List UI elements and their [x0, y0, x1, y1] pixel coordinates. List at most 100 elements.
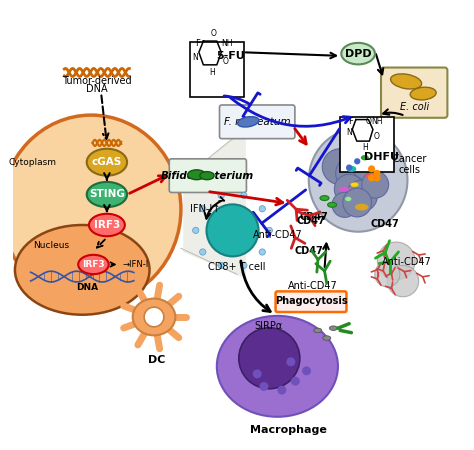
Text: Nucleus: Nucleus: [33, 241, 69, 250]
Text: N: N: [346, 128, 352, 137]
Text: F: F: [348, 117, 353, 126]
Circle shape: [207, 204, 258, 256]
Ellipse shape: [355, 204, 368, 211]
Circle shape: [377, 242, 415, 280]
Text: NH: NH: [221, 39, 232, 48]
Circle shape: [291, 377, 300, 386]
Text: IFN-I↑: IFN-I↑: [191, 204, 221, 214]
Circle shape: [286, 357, 295, 366]
Text: IRF3: IRF3: [82, 260, 105, 269]
Circle shape: [336, 156, 370, 190]
Ellipse shape: [87, 182, 127, 207]
FancyBboxPatch shape: [381, 68, 447, 118]
FancyBboxPatch shape: [190, 42, 244, 97]
Circle shape: [259, 249, 265, 255]
Text: CD8+ T cell: CD8+ T cell: [208, 262, 266, 272]
Circle shape: [374, 174, 381, 181]
Text: cGAS: cGAS: [92, 157, 122, 167]
Circle shape: [368, 165, 375, 172]
Circle shape: [375, 262, 400, 287]
Circle shape: [346, 164, 352, 171]
Text: H: H: [210, 68, 215, 76]
Circle shape: [368, 174, 375, 181]
Circle shape: [302, 366, 311, 375]
Text: NH: NH: [372, 117, 383, 126]
Ellipse shape: [15, 225, 149, 315]
Circle shape: [354, 158, 360, 164]
Circle shape: [241, 262, 247, 269]
Circle shape: [259, 206, 265, 212]
FancyBboxPatch shape: [340, 117, 394, 172]
Ellipse shape: [410, 87, 436, 100]
Ellipse shape: [133, 298, 175, 335]
Circle shape: [200, 249, 206, 255]
Text: CD47: CD47: [297, 216, 325, 226]
Ellipse shape: [89, 214, 125, 236]
Circle shape: [144, 307, 164, 327]
Circle shape: [332, 192, 357, 217]
FancyBboxPatch shape: [169, 159, 246, 193]
Text: Tumor-derived: Tumor-derived: [62, 76, 132, 86]
Text: O: O: [223, 57, 229, 66]
Text: 5-FU: 5-FU: [216, 51, 245, 61]
Ellipse shape: [361, 155, 369, 160]
Ellipse shape: [200, 171, 214, 180]
Text: Anti-CD47: Anti-CD47: [288, 280, 337, 291]
Circle shape: [266, 227, 273, 234]
Text: IRF3: IRF3: [94, 220, 120, 230]
Text: N: N: [192, 54, 198, 63]
Circle shape: [239, 328, 300, 389]
Text: O: O: [365, 117, 372, 126]
Circle shape: [374, 170, 381, 177]
Circle shape: [351, 149, 383, 180]
Ellipse shape: [309, 129, 408, 232]
Text: F: F: [195, 39, 200, 48]
Ellipse shape: [328, 202, 337, 207]
Circle shape: [218, 192, 224, 198]
Text: Bifidobacterium: Bifidobacterium: [161, 171, 255, 180]
Ellipse shape: [1, 115, 181, 303]
Text: F. nucleatum: F. nucleatum: [224, 117, 291, 127]
Circle shape: [346, 180, 377, 211]
Ellipse shape: [237, 117, 259, 127]
Circle shape: [387, 266, 419, 297]
Circle shape: [192, 227, 199, 234]
Text: STING: STING: [89, 189, 125, 199]
Text: →IFN-I: →IFN-I: [123, 260, 149, 269]
Ellipse shape: [320, 196, 329, 201]
FancyBboxPatch shape: [275, 292, 346, 312]
Text: H: H: [362, 143, 368, 152]
Text: Phagocytosis: Phagocytosis: [275, 296, 347, 306]
Text: DPD: DPD: [345, 49, 372, 58]
Circle shape: [322, 149, 358, 184]
Ellipse shape: [391, 74, 422, 89]
Circle shape: [362, 171, 389, 198]
Text: Macrophage: Macrophage: [250, 425, 327, 435]
Circle shape: [343, 188, 372, 217]
Text: CD47: CD47: [300, 212, 328, 222]
Text: DC: DC: [147, 355, 165, 365]
Ellipse shape: [314, 328, 322, 333]
Ellipse shape: [329, 326, 337, 330]
Text: Cytoplasm: Cytoplasm: [9, 158, 57, 166]
Circle shape: [277, 386, 286, 395]
Polygon shape: [183, 126, 246, 279]
Ellipse shape: [346, 166, 356, 172]
Text: Cancer
cells: Cancer cells: [392, 153, 427, 175]
Circle shape: [241, 192, 247, 198]
Ellipse shape: [338, 186, 349, 192]
Text: SIRPα: SIRPα: [254, 321, 283, 331]
Ellipse shape: [323, 336, 331, 340]
Text: DHFU: DHFU: [364, 152, 399, 162]
Text: E. coli: E. coli: [400, 102, 429, 112]
Ellipse shape: [345, 197, 351, 201]
Circle shape: [253, 369, 262, 378]
Circle shape: [259, 382, 268, 391]
Ellipse shape: [188, 170, 206, 180]
Text: O: O: [373, 132, 379, 141]
Circle shape: [218, 262, 224, 269]
Ellipse shape: [341, 43, 375, 64]
Text: O: O: [211, 29, 217, 38]
Circle shape: [200, 206, 206, 212]
Text: CD47: CD47: [371, 219, 400, 229]
